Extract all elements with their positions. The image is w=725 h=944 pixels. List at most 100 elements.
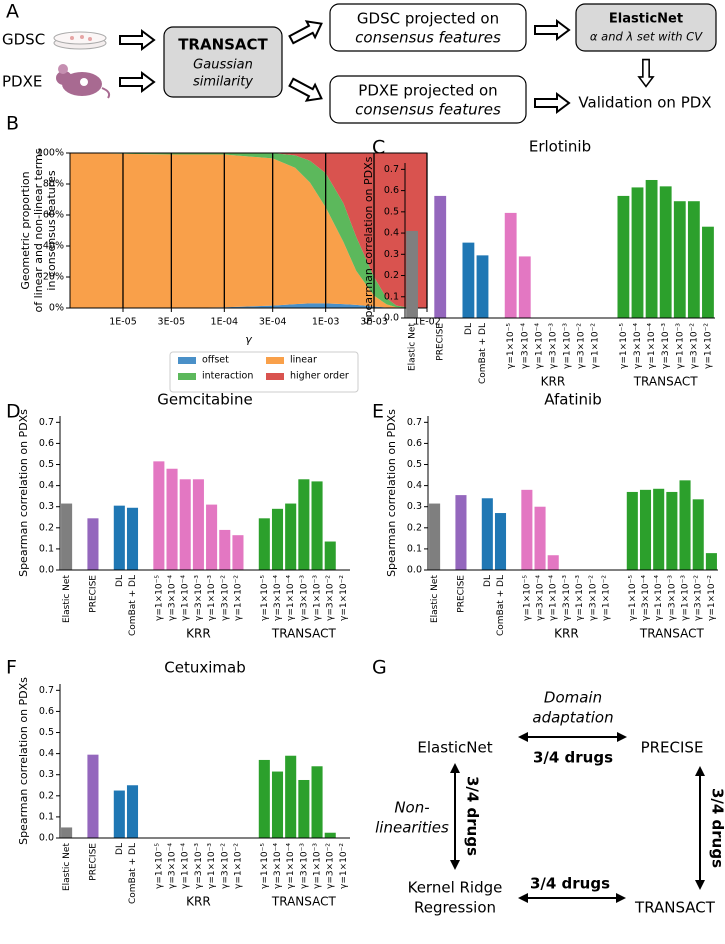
x-tick-label: γ=1×10⁻³ [313,843,323,889]
group-label: TRANSACT [639,627,705,641]
y-tick-label: 0.2 [39,522,54,533]
x-tick-label: γ=1×10⁻³ [681,575,691,621]
x-tick-label: DL [115,575,125,587]
y-tick-label: 0.6 [384,185,399,196]
y-tick-label: 0.7 [39,685,54,696]
x-tick-label: γ=1×10⁻³ [563,323,573,369]
y-tick-label: 0.2 [407,522,422,533]
y-tick-label: 60% [43,210,64,221]
bar [705,553,717,570]
x-tick-label: γ=3×10⁻⁴ [168,843,178,889]
box-text: consensus features [355,101,501,119]
transact-box [163,26,283,98]
y-axis-label: Spearman correlation on PDXs [385,409,398,577]
box-text: consensus features [355,29,501,47]
edge-label: 3/4 drugs [709,788,725,868]
x-tick-label: γ=3×10⁻³ [299,843,309,889]
node-label: Kernel Ridge [408,879,503,897]
y-axis-label: Spearman correlation on PDXs [17,677,30,845]
x-tick-label: DL [483,575,493,587]
y-tick-label: 100% [37,148,64,159]
box-subtitle: Gaussian [193,58,253,73]
box-title: ElasticNet [609,12,683,27]
bar [631,187,644,318]
node-label: ElasticNet [417,739,492,757]
arrow [534,20,570,40]
y-tick-label: 0.3 [407,501,422,512]
x-tick-label: γ=3×10⁻³ [562,575,572,621]
x-tick-label: PRECISE [456,575,466,613]
panel-label: G [372,657,387,679]
x-tick-label: γ=1×10⁻³ [313,575,323,621]
x-tick-label: γ=1×10⁻⁵ [522,575,532,621]
chart-title: Gemcitabine [157,391,252,409]
legend-label: offset [202,355,229,366]
x-tick-label: γ=3×10⁻⁴ [273,575,283,621]
x-tick-label: γ=1×10⁻⁴ [647,323,657,369]
bar [666,491,678,570]
y-tick-label: 0.4 [407,480,422,491]
node-label: Regression [414,899,496,917]
chart-title: Erlotinib [529,138,591,156]
bar [61,503,73,570]
y-tick-label: 0.5 [384,206,399,217]
bar [659,186,672,318]
box-text: GDSC projected on [357,10,499,28]
edge-note: adaptation [532,709,613,727]
group-label: KRR [186,895,211,909]
x-tick-label: γ=1×10⁻⁴ [654,575,664,621]
bar [192,479,204,570]
panel-label: B [6,113,19,135]
bar [113,505,125,570]
x-tick-label: DL [464,323,474,335]
x-tick-label: γ=3×10⁻² [588,575,598,621]
bar [455,495,467,570]
x-tick-label: ComBat + DL [128,843,138,904]
x-tick-label: γ=1×10⁻² [591,323,601,369]
chart-title: Afatinib [544,391,601,409]
bar [298,479,310,570]
group-label: TRANSACT [271,627,337,641]
x-tick-label: γ=1×10⁻⁵ [506,323,516,369]
legend-label: linear [290,355,317,366]
x-tick-label: γ=1×10⁻⁵ [260,843,270,889]
x-tick-label: γ=3×10⁻³ [194,575,204,621]
y-tick-label: 0.4 [384,228,399,239]
x-tick-label: γ=1×10⁻³ [675,323,685,369]
area [70,303,427,308]
chart-title: Cetuximab [164,659,245,677]
bar [481,498,493,570]
y-tick-label: 80% [43,179,64,190]
x-tick-label: PRECISE [88,575,98,613]
x-tick-label: γ=1×10⁻⁵ [619,323,629,369]
x-tick-label: 3E-05 [158,317,186,328]
x-tick-label: γ=3×10⁻⁴ [273,843,283,889]
y-tick-label: 0.7 [384,164,399,175]
x-tick-label: 1E-04 [211,317,239,328]
x-tick-label: γ=1×10⁻² [339,575,349,621]
y-tick-label: 0.5 [39,459,54,470]
y-tick-label: 0.4 [39,748,54,759]
arrow [286,73,327,108]
group-label: TRANSACT [633,375,699,389]
bar [179,479,191,570]
bar [219,529,231,570]
bar [311,766,323,838]
y-tick-label: 0.7 [39,417,54,428]
x-tick-label: PRECISE [436,323,446,361]
y-tick-label: 40% [43,241,64,252]
bar [153,461,165,570]
group-label: KRR [541,375,566,389]
y-tick-label: 0.7 [407,417,422,428]
y-tick-label: 0.2 [384,270,399,281]
x-tick-label: γ=3×10⁻⁴ [641,575,651,621]
y-tick-label: 20% [43,272,64,283]
bar [547,555,559,570]
x-tick-label: γ=3×10⁻² [326,843,336,889]
bar [87,754,99,838]
bar [692,499,704,570]
bar [113,790,125,838]
legend-label: interaction [202,371,253,382]
diagram-g: ElasticNet PRECISE Kernel Ridge Regressi… [375,689,725,917]
